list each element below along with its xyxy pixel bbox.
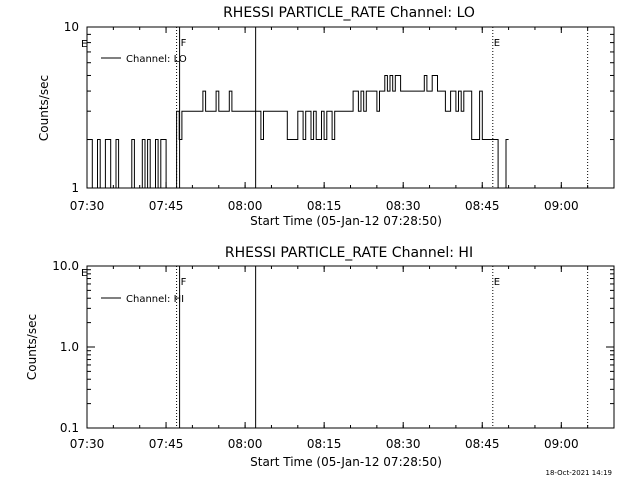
y-tick-label: 1 — [71, 181, 79, 195]
legend-label: Channel: HI — [126, 294, 184, 305]
chart-title: RHESSI PARTICLE_RATE Channel: LO — [223, 5, 475, 21]
x-axis-label: Start Time (05-Jan-12 07:28:50) — [250, 455, 442, 469]
x-tick-label: 08:15 — [307, 199, 342, 213]
ticks-hi: 07:30 07:45 08:00 08:15 08:30 08:45 09:00 0.1 1.… — [52, 259, 615, 451]
x-tick-label: 08:00 — [228, 199, 263, 213]
event-label: E — [494, 38, 500, 49]
x-tick-label: 08:45 — [465, 437, 500, 451]
x-tick-label: 07:45 — [149, 437, 184, 451]
x-tick-label: 08:00 — [228, 437, 263, 451]
left-marker-label: E — [81, 268, 87, 279]
event-label: F — [181, 38, 187, 49]
panel-lo: RHESSI PARTICLE_RATE Channel: LO Counts/… — [37, 5, 615, 228]
x-tick-label: 07:30 — [70, 199, 105, 213]
legend-label: Channel: LO — [126, 54, 187, 65]
left-marker-label: E — [81, 39, 87, 50]
ticks-lo: 07:30 07:45 08:00 08:15 08:30 08:45 09:00 1 10 — [64, 20, 615, 213]
x-tick-label: 08:30 — [386, 437, 421, 451]
timestamp: 18-Oct-2021 14:19 — [546, 469, 612, 477]
x-tick-label: 08:15 — [307, 437, 342, 451]
event-label: F — [181, 277, 187, 288]
y-tick-label: 1.0 — [60, 340, 79, 354]
y-axis-label: Counts/sec — [25, 314, 39, 380]
x-tick-label: 08:45 — [465, 199, 500, 213]
y-tick-label: 0.1 — [60, 421, 79, 435]
x-tick-label: 09:00 — [544, 437, 579, 451]
x-tick-label: 07:30 — [70, 437, 105, 451]
panel-hi: RHESSI PARTICLE_RATE Channel: HI Counts/… — [25, 245, 615, 469]
y-tick-label: 10 — [64, 20, 79, 34]
y-tick-label: 10.0 — [52, 259, 79, 273]
y-axis-label: Counts/sec — [37, 75, 51, 141]
event-label: E — [494, 277, 500, 288]
x-axis-label: Start Time (05-Jan-12 07:28:50) — [250, 214, 442, 228]
series-lo — [87, 75, 509, 189]
x-tick-label: 08:30 — [386, 199, 421, 213]
x-tick-label: 09:00 — [544, 199, 579, 213]
chart-title: RHESSI PARTICLE_RATE Channel: HI — [225, 245, 473, 261]
plot-frame — [86, 265, 615, 429]
series-line — [87, 75, 509, 189]
x-tick-label: 07:45 — [149, 199, 184, 213]
